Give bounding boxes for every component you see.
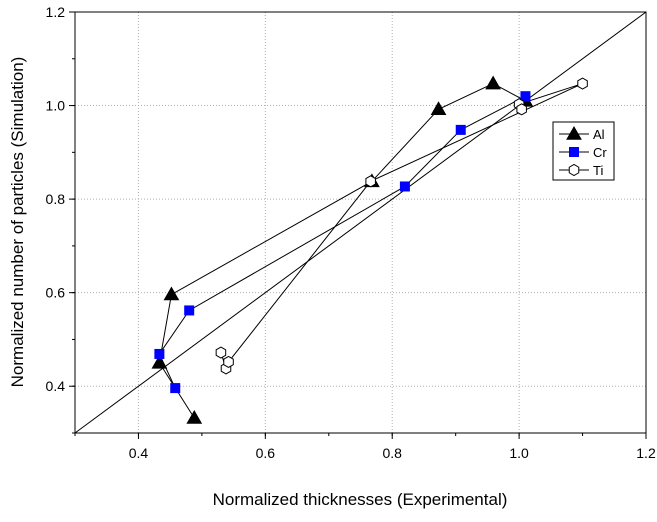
plot-frame xyxy=(74,11,647,434)
y-tick-label: 1.0 xyxy=(46,98,66,114)
y-axis-title: Normalized number of particles (Simulati… xyxy=(8,57,27,388)
data-point-cr xyxy=(154,348,165,359)
legend-marker-cr xyxy=(569,147,579,157)
x-tick-label: 0.4 xyxy=(129,445,149,461)
legend-marker-ti xyxy=(568,163,580,177)
data-point-ti xyxy=(215,346,227,359)
series-markers xyxy=(151,75,588,424)
data-point-ti xyxy=(516,103,527,116)
data-point-cr xyxy=(184,305,195,316)
data-point-cr xyxy=(170,383,181,394)
data-point-ti xyxy=(577,77,588,90)
y-tick-label: 1.2 xyxy=(46,4,66,20)
legend-marker-al xyxy=(566,125,582,140)
x-axis-title: Normalized thicknesses (Experimental) xyxy=(213,490,508,509)
reference-line xyxy=(74,11,647,434)
y-tick-label: 0.4 xyxy=(46,378,66,394)
data-point-cr xyxy=(455,124,466,135)
legend-label-ti: Ti xyxy=(593,163,603,178)
legend: Al Cr Ti xyxy=(552,121,615,181)
data-point-al xyxy=(163,286,180,301)
legend-label-al: Al xyxy=(593,127,605,142)
legend-label-cr: Cr xyxy=(593,145,607,160)
tick-labels: 0.4 0.6 0.8 1.0 1.2 0.4 0.6 0.8 1.0 1.2 xyxy=(46,4,656,461)
data-point-al xyxy=(186,410,203,424)
data-point-ti xyxy=(223,355,234,368)
data-point-al xyxy=(151,354,168,369)
data-point-al xyxy=(430,101,447,116)
data-point-ti xyxy=(365,175,376,188)
data-point-cr xyxy=(520,91,531,102)
x-tick-label: 0.6 xyxy=(256,445,276,461)
ticks xyxy=(69,11,647,439)
x-tick-label: 0.8 xyxy=(382,445,402,461)
y-tick-label: 0.8 xyxy=(46,191,66,207)
grid xyxy=(75,12,646,433)
y-tick-label: 0.6 xyxy=(46,285,66,301)
x-tick-label: 1.2 xyxy=(636,445,656,461)
x-tick-label: 1.0 xyxy=(509,445,529,461)
data-point-cr xyxy=(399,181,410,192)
data-point-al xyxy=(485,75,501,90)
legend-items: Al Cr Ti xyxy=(559,125,607,178)
